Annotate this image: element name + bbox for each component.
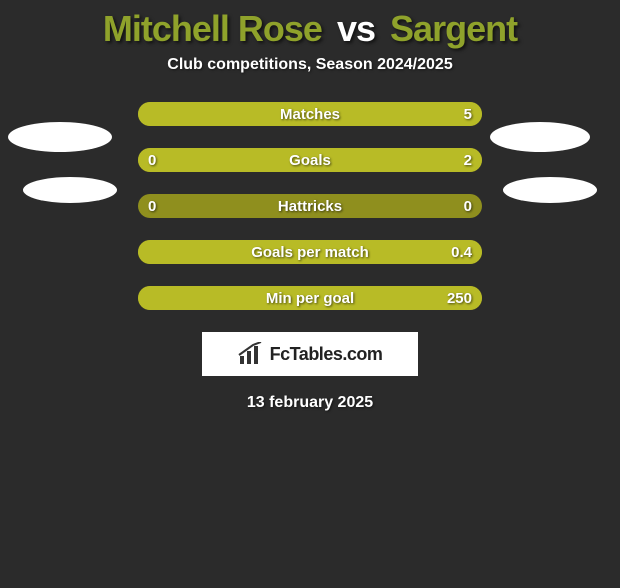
logo-box: FcTables.com	[202, 332, 418, 376]
right-value: 0	[464, 198, 472, 215]
right-value: 5	[464, 106, 472, 123]
logo-text: FcTables.com	[270, 344, 383, 365]
metric-label: Goals per match	[251, 244, 369, 261]
right-value: 2	[464, 152, 472, 169]
decorative-ellipse	[503, 177, 597, 203]
metric-label: Goals	[289, 152, 331, 169]
right-value: 0.4	[451, 244, 472, 261]
decorative-ellipse	[490, 122, 590, 152]
comparison-title: Mitchell Rose vs Sargent	[0, 8, 620, 50]
player2-name: Sargent	[390, 8, 517, 49]
bar-chart-icon	[238, 342, 266, 366]
decorative-ellipse	[8, 122, 112, 152]
stat-row: 0 0 Hattricks	[138, 194, 482, 218]
stat-row: 0.4 Goals per match	[138, 240, 482, 264]
metric-label: Matches	[280, 106, 340, 123]
metric-label: Hattricks	[278, 198, 342, 215]
left-value: 0	[148, 198, 156, 215]
vs-label: vs	[337, 8, 375, 49]
subtitle: Club competitions, Season 2024/2025	[0, 56, 620, 74]
stat-row: 0 2 Goals	[138, 148, 482, 172]
comparison-chart: 5 Matches 0 2 Goals 0 0 Hattricks 0.4 Goals per m…	[138, 102, 482, 310]
decorative-ellipse	[23, 177, 117, 203]
stat-row: 5 Matches	[138, 102, 482, 126]
player1-name: Mitchell Rose	[103, 8, 322, 49]
metric-label: Min per goal	[266, 290, 354, 307]
left-value: 0	[148, 152, 156, 169]
stat-row: 250 Min per goal	[138, 286, 482, 310]
right-value: 250	[447, 290, 472, 307]
date-label: 13 february 2025	[0, 394, 620, 412]
right-fill	[207, 148, 482, 172]
